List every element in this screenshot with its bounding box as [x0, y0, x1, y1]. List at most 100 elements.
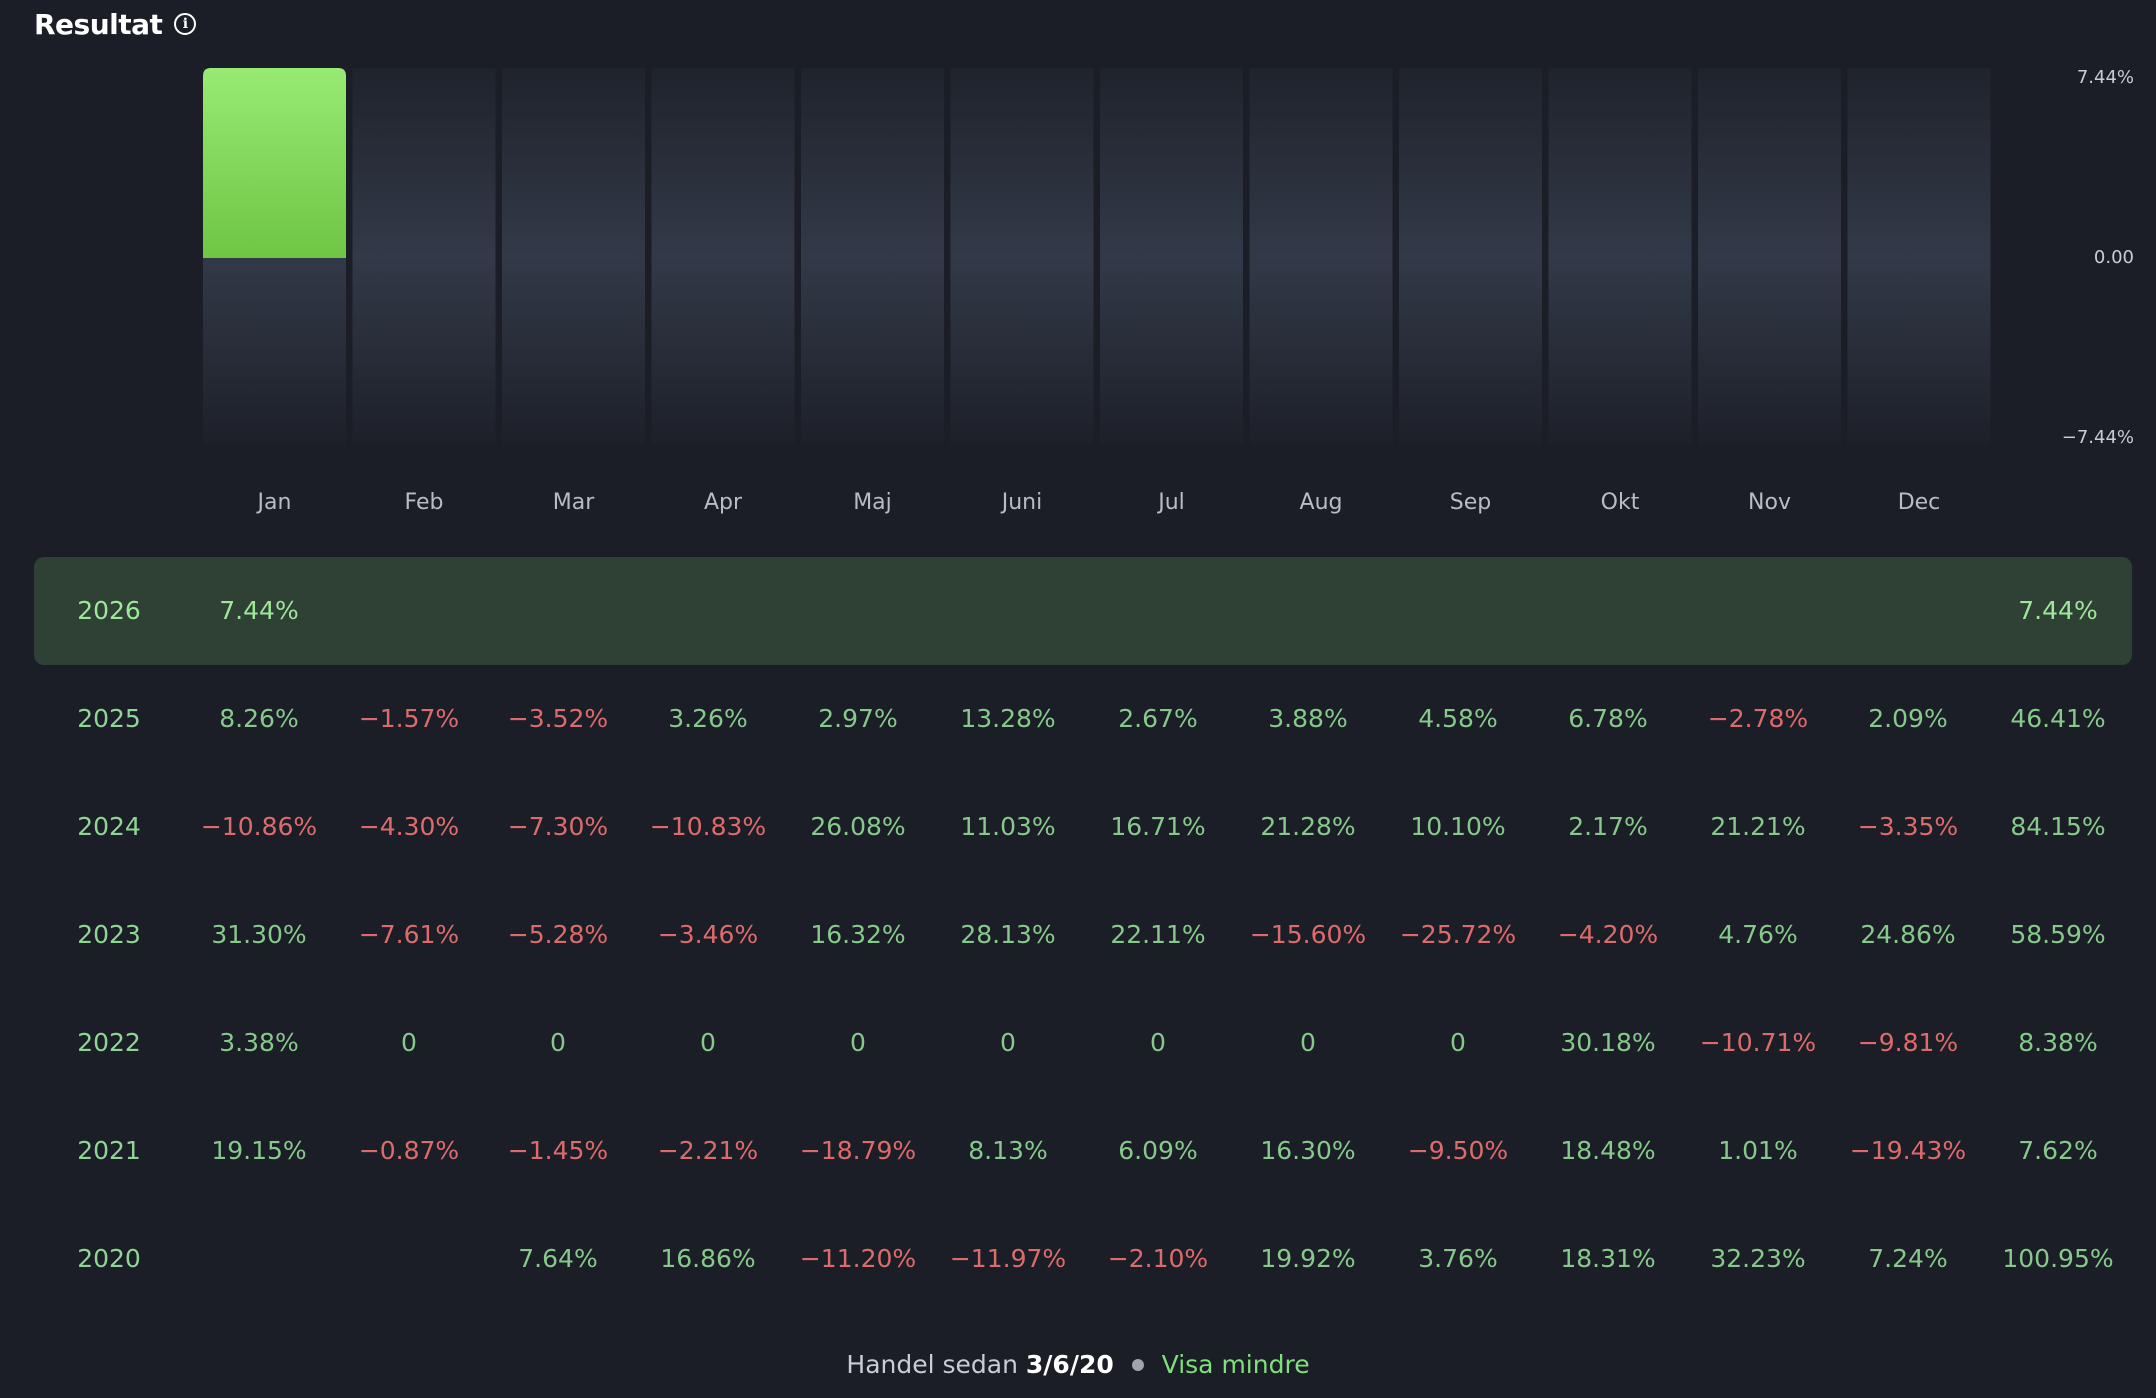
return-cell: 21.21% [1710, 812, 1806, 841]
return-cell: 8.13% [968, 1136, 1048, 1165]
return-cell: 0 [1150, 1028, 1166, 1057]
bar-track-okt [1548, 68, 1692, 445]
year-cell: 2025 [77, 704, 141, 733]
x-tick-label-nov: Nov [1748, 490, 1791, 515]
x-tick-label-aug: Aug [1299, 490, 1343, 515]
show-less-link[interactable]: Visa mindre [1161, 1350, 1310, 1379]
return-cell: 10.10% [1410, 812, 1506, 841]
return-cell: 4.58% [1418, 704, 1498, 733]
x-tick-label-jul: Jul [1158, 490, 1185, 515]
trading-since-label: Handel sedan [846, 1350, 1018, 1379]
info-icon[interactable]: i [174, 13, 197, 35]
return-cell: 7.24% [1868, 1244, 1948, 1273]
year-cell: 2021 [77, 1136, 141, 1165]
year-total-cell: 84.15% [2010, 812, 2106, 841]
return-cell: −5.28% [507, 920, 609, 949]
return-cell: 7.44% [219, 596, 299, 625]
return-cell: −10.83% [649, 812, 767, 841]
x-tick-label-feb: Feb [404, 490, 444, 515]
return-cell: 6.09% [1118, 1136, 1198, 1165]
y-tick-label: −7.44% [2061, 427, 2134, 448]
return-cell: −0.87% [358, 1136, 460, 1165]
return-cell: 30.18% [1560, 1028, 1656, 1057]
year-total-cell: 8.38% [2018, 1028, 2098, 1057]
return-cell: 32.23% [1710, 1244, 1806, 1273]
bar-track-aug [1249, 68, 1393, 445]
bar-track-feb [352, 68, 496, 445]
return-cell: 6.78% [1568, 704, 1648, 733]
return-cell: 3.88% [1268, 704, 1348, 733]
return-cell: 0 [1450, 1028, 1466, 1057]
return-cell: −1.57% [358, 704, 460, 733]
return-cell: −18.79% [799, 1136, 917, 1165]
page-title: Resultat [34, 7, 163, 41]
return-cell: 3.26% [668, 704, 748, 733]
return-cell: −3.52% [507, 704, 609, 733]
x-tick-label-jan: Jan [257, 490, 292, 515]
return-cell: −9.81% [1857, 1028, 1959, 1057]
table-row-2025: 2025 8.26% −1.57% −3.52% 3.26% 2.97% 13.28% 2.6… [34, 665, 2132, 773]
bar-jan[interactable] [203, 68, 346, 258]
y-tick-label: 7.44% [2076, 67, 2134, 88]
return-cell: 16.71% [1110, 812, 1206, 841]
return-cell: 3.38% [219, 1028, 299, 1057]
return-cell: −2.78% [1707, 704, 1809, 733]
x-tick-label-maj: Maj [853, 490, 892, 515]
return-cell: 0 [401, 1028, 417, 1057]
return-cell: 28.13% [960, 920, 1056, 949]
return-cell: 4.76% [1718, 920, 1798, 949]
return-cell: −7.61% [358, 920, 460, 949]
bar-track-sep [1399, 68, 1542, 445]
return-cell: 19.92% [1260, 1244, 1356, 1273]
x-tick-label-mar: Mar [552, 490, 595, 515]
return-cell: −25.72% [1399, 920, 1517, 949]
return-cell: 3.76% [1418, 1244, 1498, 1273]
return-cell: 2.17% [1568, 812, 1648, 841]
return-cell: 0 [1300, 1028, 1316, 1057]
year-cell: 2022 [77, 1028, 141, 1057]
return-cell: 18.48% [1560, 1136, 1656, 1165]
return-cell: 0 [850, 1028, 866, 1057]
return-cell: 11.03% [960, 812, 1056, 841]
return-cell: −4.30% [358, 812, 460, 841]
return-cell: 26.08% [810, 812, 906, 841]
return-cell: 16.32% [810, 920, 906, 949]
return-cell: 18.31% [1560, 1244, 1656, 1273]
header: Resultat i [34, 6, 197, 42]
bar-track-jul [1100, 68, 1243, 445]
x-tick-label-dec: Dec [1897, 490, 1941, 515]
table-row-2022: 2022 3.38% 0 0 0 0 0 0 0 0 30.18% −10.71% −9.81% 8.38… [34, 989, 2132, 1097]
return-cell: −1.45% [507, 1136, 609, 1165]
return-cell: 2.67% [1118, 704, 1198, 733]
table-row-2024: 2024 −10.86% −4.30% −7.30% −10.83% 26.08% 11.0… [34, 773, 2132, 881]
year-total-cell: 58.59% [2010, 920, 2106, 949]
return-cell: −11.97% [949, 1244, 1067, 1273]
return-cell: −9.50% [1407, 1136, 1509, 1165]
return-cell: 7.64% [518, 1244, 598, 1273]
year-cell: 2023 [77, 920, 141, 949]
return-cell: 22.11% [1110, 920, 1206, 949]
return-cell: 13.28% [960, 704, 1056, 733]
return-cell: 21.28% [1260, 812, 1356, 841]
returns-table: 2026 7.44% 7.44% 2025 8.26% −1.57% −3.52% 3.26%… [34, 557, 2132, 1313]
year-total-cell: 7.62% [2018, 1136, 2098, 1165]
return-cell: −2.21% [657, 1136, 759, 1165]
x-tick-label-sep: Sep [1449, 490, 1492, 515]
return-cell: −7.30% [507, 812, 609, 841]
bar-track-nov [1698, 68, 1841, 445]
x-tick-label-juni: Juni [1001, 490, 1043, 515]
y-tick-label: 0.00 [2093, 247, 2134, 268]
return-cell: −10.86% [200, 812, 318, 841]
return-cell: 0 [700, 1028, 716, 1057]
return-cell: 24.86% [1860, 920, 1956, 949]
table-row-2026: 2026 7.44% 7.44% [34, 557, 2132, 665]
return-cell: 16.30% [1260, 1136, 1356, 1165]
return-cell: −15.60% [1249, 920, 1367, 949]
return-cell: 8.26% [219, 704, 299, 733]
return-cell: −3.35% [1857, 812, 1959, 841]
footer: Handel sedan 3/6/20 Visa mindre [0, 1350, 2156, 1379]
x-tick-label-okt: Okt [1600, 490, 1640, 515]
table-row-2020: 2020 7.64% 16.86% −11.20% −11.97% −2.10% 19.92… [34, 1205, 2132, 1313]
return-cell: −10.71% [1699, 1028, 1817, 1057]
bar-track-maj [801, 68, 944, 445]
